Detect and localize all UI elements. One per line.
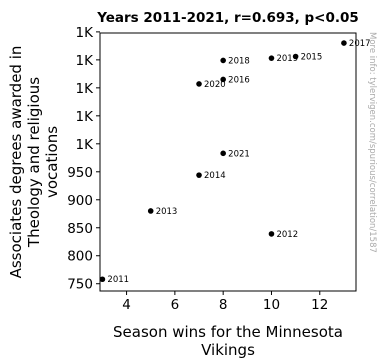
data-point-label: 2018 — [228, 56, 250, 66]
data-point-label: 2014 — [204, 171, 226, 181]
y-axis-label-line-1: Associates degrees awarded in — [7, 46, 25, 279]
data-point-label: 2019 — [276, 54, 298, 64]
data-point — [268, 231, 275, 237]
y-tick-label: 1K — [76, 25, 95, 41]
data-point — [341, 40, 347, 46]
data-point-label: 2020 — [204, 80, 226, 90]
x-tick-label: 10 — [263, 297, 280, 313]
data-point-label: 2017 — [349, 39, 371, 49]
data-point — [147, 208, 154, 214]
y-tick-label: 1K — [76, 81, 95, 97]
x-tick-label: 12 — [311, 297, 328, 313]
data-point-label: 2021 — [228, 149, 250, 159]
y-tick-label: 1K — [76, 53, 95, 69]
y-tick-label: 850 — [67, 221, 93, 237]
y-axis-label-line-3: vocations — [43, 126, 61, 198]
data-point — [99, 276, 106, 283]
y-tick-label: 750 — [67, 277, 93, 293]
data-point — [268, 55, 275, 61]
x-tick-label: 8 — [219, 297, 228, 313]
y-tick-label: 950 — [67, 165, 93, 181]
y-axis-ticks: 750 800 850 900 950 1K 1K 1K 1K 1K — [67, 25, 100, 293]
x-axis-label-line-2: Vikings — [201, 341, 255, 359]
data-point-label: 2015 — [301, 53, 323, 63]
data-point — [196, 172, 202, 178]
data-point — [220, 76, 226, 83]
data-point — [292, 53, 299, 60]
y-tick-label: 1K — [76, 137, 95, 153]
data-point-label: 2016 — [228, 75, 250, 85]
x-tick-label: 4 — [122, 297, 131, 313]
y-axis-label: Associates degrees awarded in Theology a… — [7, 46, 61, 279]
data-point-label: 2013 — [156, 207, 178, 217]
watermark: More info: tylervigen.com/spurious/corre… — [367, 32, 377, 253]
x-axis-label-line-1: Season wins for the Minnesota — [113, 323, 343, 341]
data-point — [196, 81, 202, 87]
chart-title: Years 2011-2021, r=0.693, p<0.05 — [96, 10, 359, 26]
y-tick-label: 1K — [76, 109, 95, 125]
data-point — [220, 150, 226, 157]
y-tick-label: 900 — [67, 193, 93, 209]
data-point-label: 2012 — [276, 230, 298, 240]
data-points: 2011 2012 2013 2014 2015 2016 2017 2018 2019 2020… — [99, 39, 371, 285]
y-axis-label-line-2: Theology and religious — [25, 77, 43, 248]
plot-area — [99, 32, 357, 292]
x-tick-label: 6 — [171, 297, 180, 313]
x-axis-ticks: 4 6 8 10 12 — [122, 291, 328, 313]
y-tick-label: 800 — [67, 249, 93, 265]
data-point-label: 2011 — [107, 275, 129, 285]
data-point — [220, 57, 226, 64]
